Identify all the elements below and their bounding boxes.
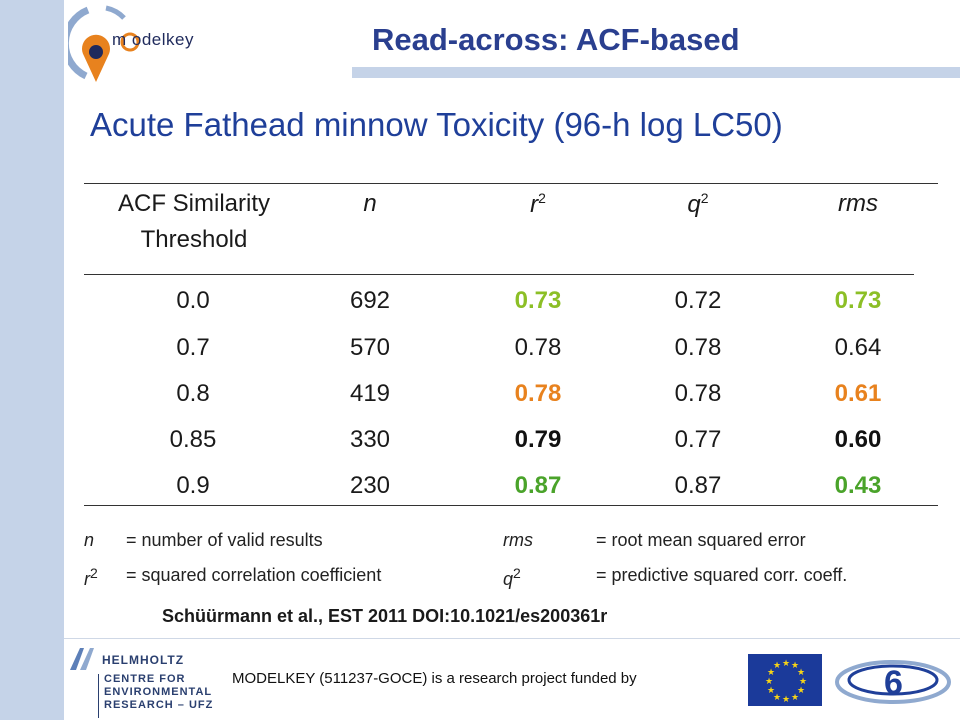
cell-r2: 0.78	[514, 380, 562, 407]
cell-threshold: 0.85	[169, 426, 217, 453]
legend-r2-symbol: r2	[84, 565, 98, 589]
cell-rms: 0.73	[834, 287, 882, 314]
footer-rule	[64, 638, 960, 639]
cell-rms: 0.64	[834, 334, 882, 361]
svg-text:★: ★	[773, 693, 781, 703]
cell-threshold: 0.0	[176, 287, 210, 314]
cell-rms: 0.60	[834, 426, 882, 453]
svg-text:★: ★	[773, 661, 781, 671]
cell-threshold: 0.8	[176, 380, 210, 407]
helmholtz-divider	[98, 674, 99, 718]
header-n: n	[363, 190, 377, 217]
slide-heading: Acute Fathead minnow Toxicity (96-h log …	[90, 106, 783, 143]
helmholtz-line4: RESEARCH – UFZ	[104, 699, 214, 711]
cell-q2: 0.78	[674, 334, 722, 361]
cell-q2: 0.78	[674, 380, 722, 407]
cell-q2: 0.72	[674, 287, 722, 314]
svg-text:★: ★	[765, 677, 773, 687]
helmholtz-line1: HELMHOLTZ	[102, 653, 185, 667]
cell-n: 419	[349, 380, 391, 407]
legend-rms-definition: = root mean squared error	[596, 530, 806, 550]
citation: Schüürmann et al., EST 2011 DOI:10.1021/…	[162, 606, 608, 626]
svg-text:★: ★	[791, 693, 799, 703]
header-r2: r2	[530, 190, 546, 218]
helmholtz-line3: ENVIRONMENTAL	[104, 686, 213, 698]
legend-rms-symbol: rms	[503, 530, 533, 550]
svg-text:★: ★	[797, 668, 805, 678]
cell-n: 330	[349, 426, 391, 453]
cell-rms: 0.43	[834, 472, 882, 499]
svg-text:★: ★	[782, 695, 790, 705]
logo-wordmark: m odelkey	[112, 30, 194, 49]
slide-title: Read-across: ACF-based	[372, 22, 740, 57]
cell-q2: 0.87	[674, 472, 722, 499]
left-decor-bar	[0, 0, 64, 720]
cell-rms: 0.61	[834, 380, 882, 407]
helmholtz-line2: CENTRE FOR	[104, 673, 186, 685]
svg-text:★: ★	[797, 686, 805, 696]
cell-r2: 0.79	[514, 426, 562, 453]
cell-threshold: 0.7	[176, 334, 210, 361]
cell-threshold: 0.9	[176, 472, 210, 499]
svg-text:★: ★	[767, 668, 775, 678]
legend-r2-definition: = squared correlation coefficient	[126, 565, 382, 585]
cell-r2: 0.78	[514, 334, 562, 361]
header-rms: rms	[838, 190, 878, 217]
table-top-rule	[84, 183, 938, 184]
cell-r2: 0.87	[514, 472, 562, 499]
table-bottom-rule	[84, 505, 938, 506]
header-q2: q2	[687, 190, 709, 218]
legend-q2-definition: = predictive squared corr. coeff.	[596, 565, 848, 585]
legend-q2-symbol: q2	[503, 565, 521, 589]
svg-text:★: ★	[782, 659, 790, 669]
svg-text:6: 6	[884, 664, 903, 702]
helmholtz-logo: HELMHOLTZ CENTRE FOR ENVIRONMENTAL RESEA…	[68, 644, 228, 720]
svg-text:★: ★	[767, 686, 775, 696]
cell-q2: 0.77	[674, 426, 722, 453]
eu-flag-icon: ★ ★ ★ ★ ★ ★ ★ ★ ★ ★ ★ ★	[748, 654, 822, 706]
cell-n: 692	[349, 287, 391, 314]
funding-note: MODELKEY (511237-GOCE) is a research pro…	[232, 670, 637, 687]
cell-n: 230	[349, 472, 391, 499]
cell-n: 570	[349, 334, 391, 361]
table-header-rule	[84, 274, 914, 275]
header-threshold: ACF Similarity Threshold	[117, 190, 270, 253]
legend-n-definition: = number of valid results	[126, 530, 323, 550]
title-underline-stripe	[352, 67, 960, 78]
fp6-logo: 6	[832, 650, 954, 710]
svg-text:★: ★	[799, 677, 807, 687]
cell-r2: 0.73	[514, 287, 562, 314]
svg-text:★: ★	[791, 661, 799, 671]
legend-n-symbol: n	[84, 530, 95, 550]
